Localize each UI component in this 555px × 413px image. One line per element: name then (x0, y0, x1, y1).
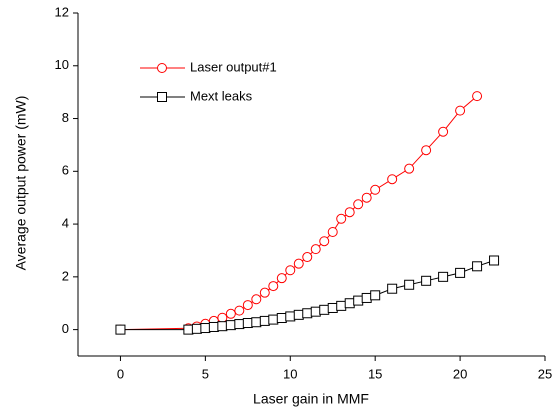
marker (225, 308, 236, 319)
series-line (120, 260, 495, 331)
marker (489, 255, 500, 266)
marker (327, 226, 338, 237)
legend-label: Laser output#1 (190, 59, 277, 74)
marker (455, 105, 466, 116)
marker (276, 313, 287, 324)
marker (302, 252, 313, 263)
y-tick-label: 8 (62, 110, 69, 125)
x-tick-label: 15 (368, 366, 382, 381)
marker (259, 287, 270, 298)
marker (361, 192, 372, 203)
marker (310, 306, 321, 317)
marker (361, 292, 372, 303)
marker (353, 199, 364, 210)
y-axis-title: Average output power (mW) (13, 96, 29, 271)
x-tick-label: 25 (538, 366, 552, 381)
marker (455, 267, 466, 278)
marker (353, 295, 364, 306)
y-tick-label: 6 (62, 163, 69, 178)
marker (115, 324, 126, 335)
x-axis-title: Laser gain in MMF (253, 391, 369, 407)
marker (387, 283, 398, 294)
marker (208, 321, 219, 332)
marker (404, 279, 415, 290)
marker (183, 324, 194, 335)
marker (217, 312, 228, 323)
marker (472, 261, 483, 272)
marker (421, 145, 432, 156)
legend-label: Mext leaks (190, 88, 253, 103)
marker (293, 258, 304, 269)
marker (217, 321, 228, 332)
marker (327, 302, 338, 313)
marker (234, 305, 245, 316)
x-tick-label: 10 (283, 366, 297, 381)
marker (234, 319, 245, 330)
marker (293, 309, 304, 320)
marker (344, 298, 355, 309)
marker (438, 271, 449, 282)
marker (370, 184, 381, 195)
y-tick-label: 10 (55, 57, 69, 72)
series-line (120, 95, 478, 331)
marker (285, 311, 296, 322)
marker (404, 163, 415, 174)
marker (319, 304, 330, 315)
legend-marker (157, 63, 167, 73)
x-tick-label: 20 (453, 366, 467, 381)
marker (251, 294, 262, 305)
y-tick-label: 2 (62, 268, 69, 283)
marker (191, 323, 202, 334)
marker (421, 275, 432, 286)
marker (285, 265, 296, 276)
marker (438, 126, 449, 137)
marker (336, 300, 347, 311)
marker (268, 314, 279, 325)
marker (242, 318, 253, 329)
y-tick-label: 12 (55, 4, 69, 19)
marker (387, 174, 398, 185)
y-tick-label: 4 (62, 216, 69, 231)
marker (472, 91, 483, 102)
marker (302, 308, 313, 319)
marker (370, 290, 381, 301)
marker (344, 207, 355, 218)
marker (200, 323, 211, 334)
marker (319, 236, 330, 247)
x-tick-label: 5 (202, 366, 209, 381)
x-tick-label: 0 (117, 366, 124, 381)
marker (251, 317, 262, 328)
marker (276, 273, 287, 284)
marker (310, 244, 321, 255)
marker (268, 281, 279, 292)
marker (259, 315, 270, 326)
marker (336, 213, 347, 224)
legend-marker (157, 92, 167, 102)
marker (242, 300, 253, 311)
marker (225, 320, 236, 331)
y-tick-label: 0 (62, 321, 69, 336)
